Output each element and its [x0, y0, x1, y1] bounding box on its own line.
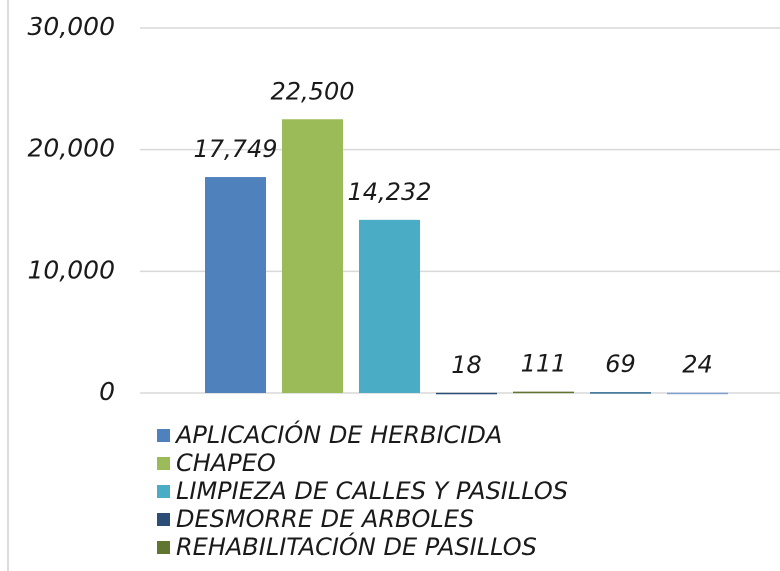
data-label: 14,232 [348, 178, 432, 206]
legend-swatch [157, 541, 170, 554]
data-label: 22,500 [271, 77, 355, 105]
data-label: 24 [682, 351, 713, 379]
data-label: 69 [605, 350, 636, 378]
legend-label: APLICACIÓN DE HERBICIDA [174, 419, 502, 449]
data-label: 111 [521, 350, 567, 378]
y-tick-label: 10,000 [28, 255, 115, 284]
bar [205, 177, 266, 393]
bar [513, 391, 574, 394]
legend-label: REHABILITACIÓN DE PASILLOS [176, 531, 537, 561]
legend-label: CHAPEO [176, 449, 276, 477]
bar [667, 392, 728, 395]
legend-label: LIMPIEZA DE CALLES Y PASILLOS [176, 477, 568, 505]
bar [359, 219, 420, 393]
legend-swatch [157, 457, 170, 470]
bar [590, 392, 651, 394]
y-tick-label: 0 [99, 377, 115, 406]
y-tick-label: 30,000 [28, 12, 115, 41]
bar [282, 119, 343, 393]
legend-label: DESMORRE DE ARBOLES [176, 505, 474, 533]
data-label: 18 [451, 351, 482, 379]
y-tick-label: 20,000 [28, 134, 115, 163]
data-label: 17,749 [194, 135, 278, 163]
legend-swatch [157, 485, 170, 498]
bar [436, 392, 497, 395]
legend-swatch [157, 513, 170, 526]
legend-swatch [157, 429, 170, 442]
